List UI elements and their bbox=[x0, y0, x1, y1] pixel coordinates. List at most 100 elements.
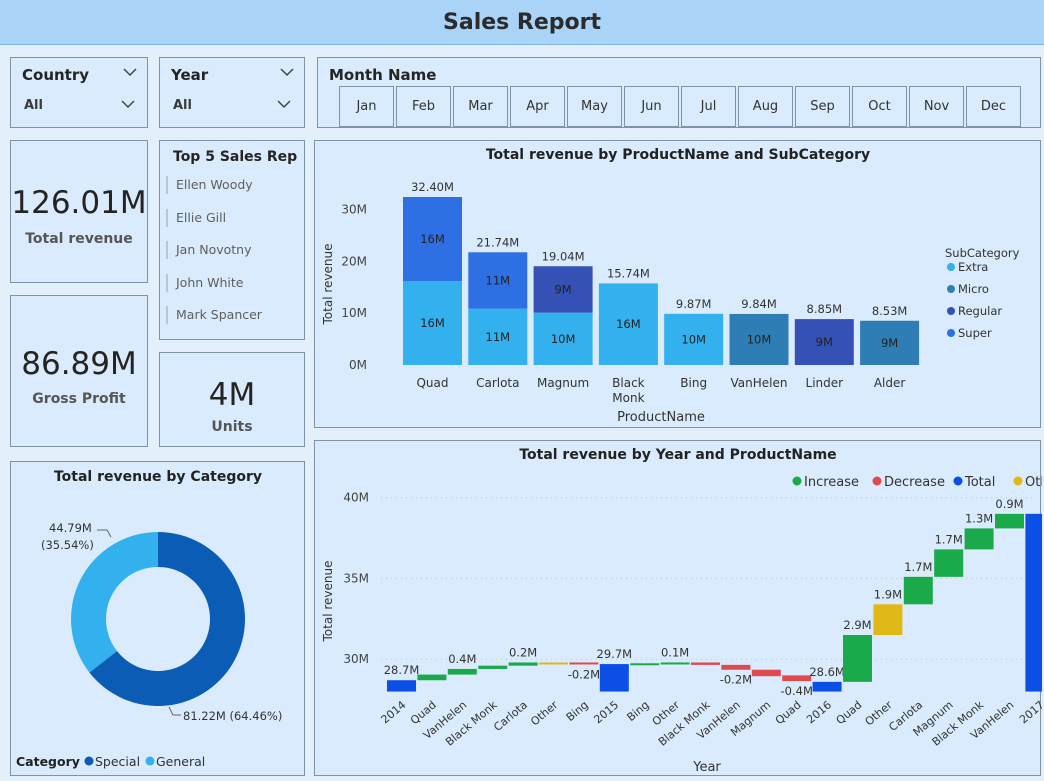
month-button-oct[interactable]: Oct bbox=[852, 86, 907, 127]
waterfall-bar[interactable] bbox=[569, 662, 599, 665]
x-tick-label: Bing bbox=[564, 698, 591, 724]
month-button-mar[interactable]: Mar bbox=[453, 86, 508, 127]
bar-segment[interactable] bbox=[533, 266, 593, 313]
chevron-down-icon[interactable] bbox=[277, 100, 291, 109]
waterfall-bar[interactable] bbox=[691, 662, 720, 665]
legend-marker bbox=[947, 285, 955, 293]
waterfall-bar[interactable] bbox=[417, 674, 447, 681]
waterfall-bar[interactable] bbox=[995, 513, 1024, 529]
chevron-down-icon[interactable] bbox=[123, 68, 137, 77]
month-button-jul[interactable]: Jul bbox=[681, 86, 736, 127]
x-tick-label: Alder bbox=[874, 376, 906, 390]
waterfall-bar[interactable] bbox=[539, 662, 568, 665]
legend-item[interactable]: Increase bbox=[804, 475, 859, 490]
bar-segment[interactable] bbox=[729, 313, 789, 365]
units-card: 4M Units bbox=[159, 352, 305, 447]
waterfall-bar[interactable] bbox=[721, 664, 751, 670]
bar-segment[interactable] bbox=[598, 283, 658, 365]
bar-segment[interactable] bbox=[403, 197, 462, 281]
donut-slice[interactable] bbox=[89, 532, 245, 706]
waterfall-bar[interactable] bbox=[478, 665, 508, 669]
month-button-may[interactable]: May bbox=[567, 86, 622, 127]
x-tick-label: Carlota bbox=[491, 698, 530, 734]
legend-item[interactable]: Micro bbox=[958, 282, 989, 296]
y-tick-label: 10M bbox=[341, 306, 367, 320]
legend-item[interactable]: Regular bbox=[958, 304, 1002, 318]
donut-slice-label: (35.54%) bbox=[41, 538, 94, 552]
sales-rep-item[interactable]: Ellen Woody bbox=[166, 176, 253, 194]
year-slicer[interactable]: Year All bbox=[159, 57, 305, 128]
bar-segment-label: 16M bbox=[616, 317, 641, 331]
legend-item[interactable]: Special bbox=[95, 754, 140, 769]
bar-segment-label: 16M bbox=[420, 232, 445, 246]
legend-item[interactable]: Decrease bbox=[884, 475, 945, 490]
month-button-feb[interactable]: Feb bbox=[396, 86, 451, 127]
month-button-aug[interactable]: Aug bbox=[738, 86, 793, 127]
sales-rep-item[interactable]: Jan Novotny bbox=[166, 241, 252, 259]
month-button-sep[interactable]: Sep bbox=[795, 86, 850, 127]
waterfall-bar[interactable] bbox=[660, 662, 690, 665]
year-dropdown-value[interactable]: All bbox=[173, 98, 192, 113]
donut-title: Total revenue by Category bbox=[54, 469, 262, 485]
legend-item[interactable]: Other bbox=[1025, 475, 1044, 490]
waterfall-card: Total revenue by Year and ProductName Inc… bbox=[314, 440, 1044, 776]
sales-rep-item[interactable]: Mark Spancer bbox=[166, 306, 262, 324]
total-revenue-card: 126.01M Total revenue bbox=[10, 140, 148, 283]
bar-segment[interactable] bbox=[468, 252, 528, 309]
waterfall-bar[interactable] bbox=[387, 680, 416, 692]
waterfall-bar[interactable] bbox=[903, 576, 933, 605]
legend-item[interactable]: General bbox=[156, 754, 205, 769]
x-tick-label: Carlota bbox=[476, 376, 519, 390]
donut-legend-title: Category bbox=[16, 754, 80, 769]
month-button-jun[interactable]: Jun bbox=[624, 86, 679, 127]
donut-slice[interactable] bbox=[71, 532, 158, 673]
month-button-apr[interactable]: Apr bbox=[510, 86, 565, 127]
sales-rep-item[interactable]: Ellie Gill bbox=[166, 208, 226, 227]
country-dropdown-value[interactable]: All bbox=[24, 98, 43, 113]
waterfall-bar[interactable] bbox=[843, 635, 872, 682]
x-tick-label: Black bbox=[612, 376, 645, 390]
waterfall-bar[interactable] bbox=[630, 663, 660, 666]
top-sales-rep-title: Top 5 Sales Rep bbox=[173, 149, 298, 165]
legend-item[interactable]: Extra bbox=[958, 260, 988, 274]
page-title: Sales Report bbox=[443, 9, 601, 35]
bar-total-label: 32.40M bbox=[411, 180, 454, 194]
waterfall-bar[interactable] bbox=[508, 662, 538, 666]
chevron-down-icon[interactable] bbox=[121, 100, 135, 109]
x-tick-label: 2015 bbox=[591, 698, 621, 726]
bar-segment[interactable] bbox=[403, 281, 462, 365]
waterfall-bar[interactable] bbox=[1025, 513, 1044, 692]
country-slicer[interactable]: Country All bbox=[10, 57, 148, 128]
bar-segment[interactable] bbox=[664, 313, 724, 365]
waterfall-bar[interactable] bbox=[447, 668, 477, 675]
waterfall-bar[interactable] bbox=[812, 681, 842, 692]
x-tick-label: Quad bbox=[416, 376, 448, 390]
bar-segment[interactable] bbox=[794, 319, 854, 365]
waterfall-bar[interactable] bbox=[782, 675, 812, 682]
waterfall-value-label: 1.9M bbox=[874, 587, 902, 601]
waterfall-bar[interactable] bbox=[934, 549, 964, 577]
legend-item[interactable]: Total bbox=[964, 475, 995, 490]
waterfall-bar[interactable] bbox=[873, 604, 903, 635]
legend-marker bbox=[872, 476, 882, 486]
waterfall-bar[interactable] bbox=[751, 669, 781, 677]
legend-title: SubCategory bbox=[945, 246, 1020, 260]
month-button-jan[interactable]: Jan bbox=[339, 86, 394, 127]
bar-segment[interactable] bbox=[468, 308, 528, 365]
bar-segment[interactable] bbox=[860, 320, 920, 365]
waterfall-bar[interactable] bbox=[599, 664, 629, 692]
bar-segment-label: 11M bbox=[486, 273, 511, 287]
month-slicer[interactable]: Month Name Jan Feb Mar Apr May Jun Jul Aug Sep Oc… bbox=[317, 57, 1041, 128]
top-sales-rep-slicer[interactable]: Top 5 Sales Rep Ellen Woody Ellie Gill Jan… bbox=[159, 140, 305, 340]
month-button-nov[interactable]: Nov bbox=[909, 86, 964, 127]
chevron-down-icon[interactable] bbox=[280, 68, 294, 77]
bar-segment[interactable] bbox=[533, 312, 593, 365]
waterfall-value-label: 2.9M bbox=[843, 618, 871, 632]
waterfall-value-label: 29.7M bbox=[597, 647, 633, 661]
bar-total-label: 15.74M bbox=[607, 266, 650, 280]
total-revenue-value: 126.01M bbox=[11, 185, 147, 221]
waterfall-bar[interactable] bbox=[964, 528, 994, 550]
month-button-dec[interactable]: Dec bbox=[966, 86, 1021, 127]
legend-item[interactable]: Super bbox=[958, 326, 992, 340]
sales-rep-item[interactable]: John White bbox=[166, 273, 244, 292]
